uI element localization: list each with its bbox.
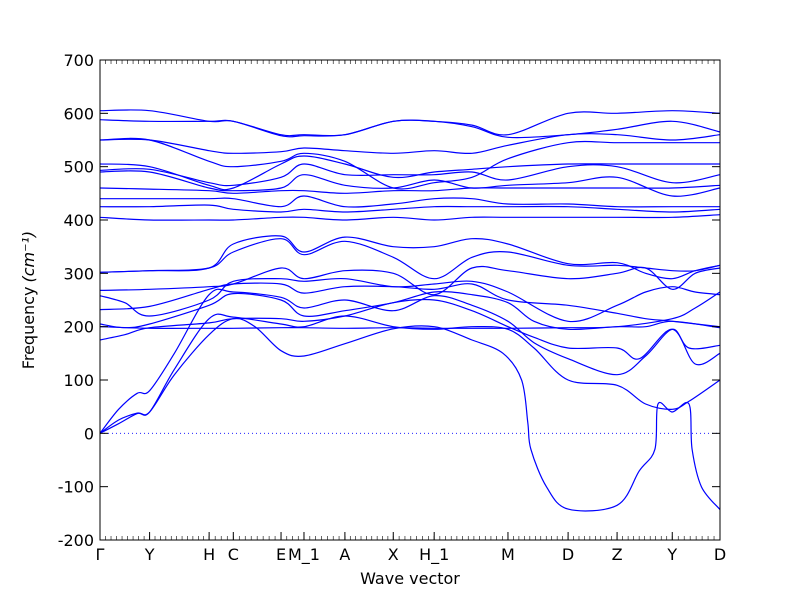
x-tick-label: H (203, 545, 215, 564)
y-axis-label-unit: (cm⁻¹) (19, 231, 38, 283)
y-tick-label: 700 (63, 51, 94, 70)
x-tick-label: Y (144, 545, 155, 564)
x-tick-label: M (501, 545, 515, 564)
frequency-branch-line (99, 238, 721, 280)
frequency-branches (99, 109, 721, 512)
x-tick-label: Γ (96, 545, 105, 564)
x-axis-label: Wave vector (360, 569, 460, 588)
frequency-branch-line (99, 204, 721, 213)
frequency-branch-line (99, 109, 721, 138)
x-tick-label: X (388, 545, 399, 564)
frequency-branch-line (99, 214, 721, 221)
frequency-branch-line (99, 195, 720, 208)
frequency-branch-line (99, 291, 721, 329)
frequency-branch-line (99, 288, 721, 434)
y-axis-label: Frequency (cm⁻¹) (19, 231, 38, 369)
frequency-branch-line (99, 155, 720, 191)
y-tick-label: 400 (63, 211, 94, 230)
frequency-branch-line (99, 137, 720, 190)
x-tick-label: H_1 (419, 545, 449, 565)
y-axis-label-text: Frequency (19, 287, 38, 370)
y-tick-label: 100 (63, 371, 94, 390)
y-tick-label: 500 (63, 158, 94, 177)
frequency-branch-line (99, 163, 721, 187)
frequency-branch-line (99, 235, 721, 280)
x-tick-label: M_1 (288, 545, 320, 565)
x-tick-label: Z (612, 545, 623, 564)
x-tick-label: D (562, 545, 574, 564)
x-tick-label: Y (666, 545, 677, 564)
frequency-branch-line (99, 317, 721, 512)
x-tick-label: D (714, 545, 726, 564)
y-tick-label: 600 (63, 104, 94, 123)
x-tick-label: C (228, 545, 239, 564)
y-tick-label: 0 (84, 424, 94, 443)
frequency-branch-line (99, 313, 721, 434)
frequency-branch-line (99, 277, 721, 323)
y-tick-label: 300 (63, 264, 94, 283)
y-axis-ticks: -200 -100 0 100 200 300 400 500 600 700 (58, 51, 720, 550)
plot-frame (99, 59, 721, 541)
y-tick-label: 200 (63, 318, 94, 337)
x-tick-label: E (276, 545, 286, 564)
x-axis-ticks: Γ Y H C E M_1 A X H_1 M D Z Y D (96, 532, 726, 565)
frequency-branch-line (99, 298, 721, 366)
frequency-branch-line (99, 184, 721, 194)
x-tick-label: A (339, 545, 350, 564)
y-tick-label: -200 (58, 531, 94, 550)
y-tick-label: -100 (58, 478, 94, 497)
frequency-branch-line (99, 133, 721, 155)
frequency-branch-line (99, 265, 721, 296)
